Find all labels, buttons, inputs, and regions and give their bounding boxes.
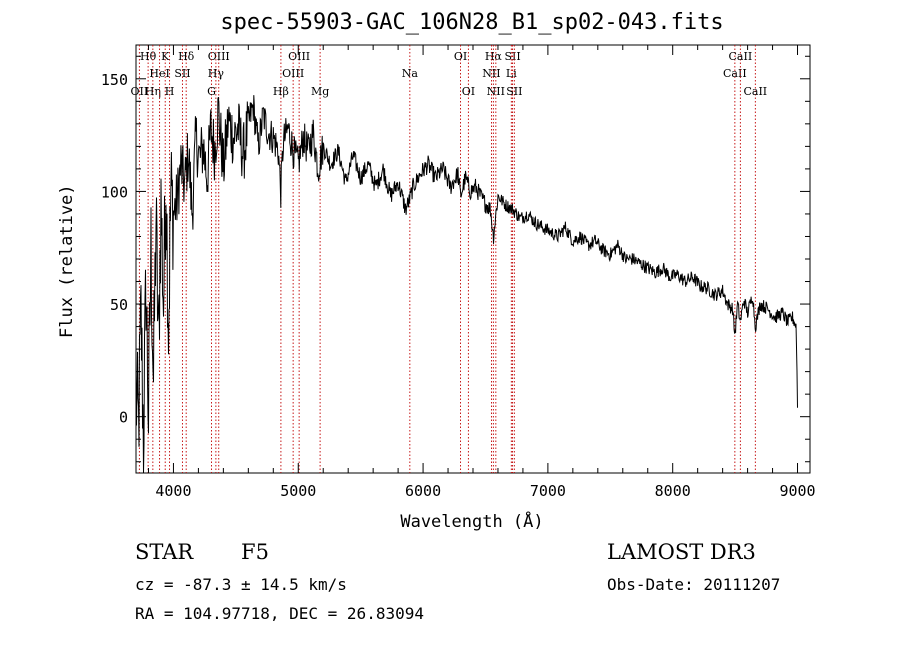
- line-label-10: G: [207, 85, 216, 98]
- line-label-26: CaII: [743, 85, 767, 98]
- line-label-18: Hα: [485, 50, 503, 63]
- line-label-21: SII: [504, 50, 520, 63]
- line-label-2: Hη: [145, 85, 161, 98]
- redshift-velocity: cz = -87.3 ± 14.5 km/s: [135, 575, 347, 594]
- line-label-12: OIII: [282, 67, 304, 80]
- line-label-24: CaII: [723, 67, 747, 80]
- spectrum-line: [135, 95, 798, 473]
- line-label-3: K: [161, 50, 170, 63]
- line-label-0: OII: [131, 85, 149, 98]
- line-label-5: SII: [174, 67, 190, 80]
- line-label-25: CaII: [729, 50, 753, 63]
- y-axis-label: Flux (relative): [57, 184, 77, 338]
- line-label-11: Hβ: [273, 85, 289, 98]
- line-label-16: OI: [454, 50, 467, 63]
- object-subclass: F5: [241, 540, 269, 564]
- y-tick-label-100: 100: [101, 183, 128, 201]
- coordinates: RA = 104.97718, DEC = 26.83094: [135, 604, 424, 623]
- plot-frame: [135, 44, 811, 474]
- x-tick-label-7000: 7000: [530, 482, 566, 500]
- x-tick-label-5000: 5000: [280, 482, 316, 500]
- object-class: STAR: [135, 540, 194, 564]
- line-label-20: NII: [487, 85, 505, 98]
- y-tick-label-150: 150: [101, 71, 128, 89]
- x-axis-label: Wavelength (Å): [400, 512, 544, 532]
- x-tick-label-6000: 6000: [405, 482, 441, 500]
- line-label-8: OIII: [208, 50, 230, 63]
- line-label-13: OIII: [288, 50, 310, 63]
- line-label-4: HeI: [149, 67, 169, 80]
- survey-name: LAMOST DR3: [607, 540, 756, 564]
- y-tick-label-0: 0: [119, 409, 128, 427]
- line-label-7: Hδ: [178, 50, 195, 63]
- line-label-19: NII: [482, 67, 500, 80]
- line-label-1: Hθ: [140, 50, 157, 63]
- y-tick-label-50: 50: [110, 296, 128, 314]
- chart-title: spec-55903-GAC_106N28_B1_sp02-043.fits: [220, 10, 724, 35]
- line-label-14: Mg: [311, 85, 329, 98]
- line-label-22: Li: [506, 67, 517, 80]
- line-label-17: OI: [462, 85, 475, 98]
- line-label-15: Na: [402, 67, 419, 80]
- observation-date: Obs-Date: 20111207: [607, 575, 781, 594]
- line-label-23: SII: [506, 85, 522, 98]
- x-tick-label-9000: 9000: [779, 482, 815, 500]
- x-tick-label-8000: 8000: [655, 482, 691, 500]
- x-tick-label-4000: 4000: [155, 482, 191, 500]
- line-label-6: H: [165, 85, 175, 98]
- line-label-9: Hγ: [208, 67, 225, 80]
